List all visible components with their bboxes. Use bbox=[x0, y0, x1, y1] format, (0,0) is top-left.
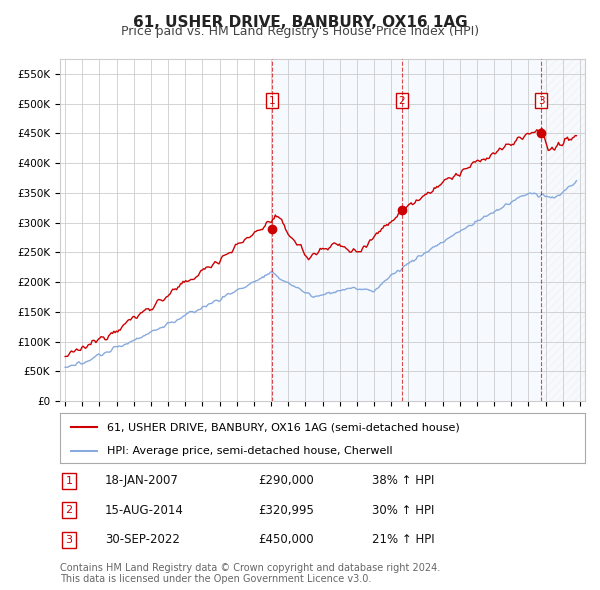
Text: 3: 3 bbox=[538, 96, 545, 106]
Text: 61, USHER DRIVE, BANBURY, OX16 1AG (semi-detached house): 61, USHER DRIVE, BANBURY, OX16 1AG (semi… bbox=[107, 422, 460, 432]
Text: 15-AUG-2014: 15-AUG-2014 bbox=[105, 504, 184, 517]
Text: 30-SEP-2022: 30-SEP-2022 bbox=[105, 533, 180, 546]
Text: 21% ↑ HPI: 21% ↑ HPI bbox=[372, 533, 434, 546]
Text: 61, USHER DRIVE, BANBURY, OX16 1AG: 61, USHER DRIVE, BANBURY, OX16 1AG bbox=[133, 15, 467, 30]
Text: Price paid vs. HM Land Registry's House Price Index (HPI): Price paid vs. HM Land Registry's House … bbox=[121, 25, 479, 38]
Text: 3: 3 bbox=[65, 535, 73, 545]
Text: HPI: Average price, semi-detached house, Cherwell: HPI: Average price, semi-detached house,… bbox=[107, 445, 393, 455]
Bar bbox=[541, 59, 585, 401]
Text: 18-JAN-2007: 18-JAN-2007 bbox=[105, 474, 179, 487]
Text: 2: 2 bbox=[398, 96, 405, 106]
Text: 1: 1 bbox=[269, 96, 275, 106]
Text: £320,995: £320,995 bbox=[258, 504, 314, 517]
Text: 38% ↑ HPI: 38% ↑ HPI bbox=[372, 474, 434, 487]
Bar bbox=[272, 59, 541, 401]
Text: Contains HM Land Registry data © Crown copyright and database right 2024.: Contains HM Land Registry data © Crown c… bbox=[60, 563, 440, 573]
Text: £450,000: £450,000 bbox=[258, 533, 314, 546]
Text: 1: 1 bbox=[65, 476, 73, 486]
Text: £290,000: £290,000 bbox=[258, 474, 314, 487]
Text: 30% ↑ HPI: 30% ↑ HPI bbox=[372, 504, 434, 517]
Text: 2: 2 bbox=[65, 506, 73, 515]
Text: This data is licensed under the Open Government Licence v3.0.: This data is licensed under the Open Gov… bbox=[60, 574, 371, 584]
